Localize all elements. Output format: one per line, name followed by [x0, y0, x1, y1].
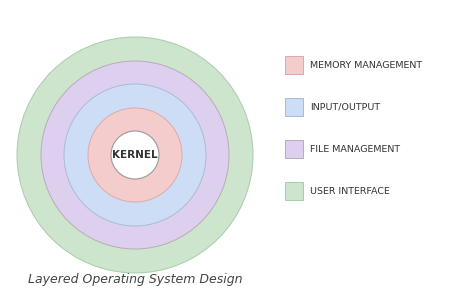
FancyBboxPatch shape: [285, 140, 303, 158]
Text: INPUT/OUTPUT: INPUT/OUTPUT: [310, 103, 380, 112]
Text: FILE MANAGEMENT: FILE MANAGEMENT: [310, 144, 400, 154]
FancyBboxPatch shape: [285, 98, 303, 116]
Ellipse shape: [17, 37, 253, 273]
Text: Layered Operating System Design: Layered Operating System Design: [28, 273, 242, 287]
Text: MEMORY MANAGEMENT: MEMORY MANAGEMENT: [310, 60, 422, 69]
Ellipse shape: [64, 84, 206, 226]
Ellipse shape: [111, 131, 159, 179]
Text: KERNEL: KERNEL: [112, 150, 158, 160]
FancyBboxPatch shape: [285, 56, 303, 74]
Ellipse shape: [88, 108, 182, 202]
Ellipse shape: [41, 61, 229, 249]
FancyBboxPatch shape: [285, 182, 303, 200]
Text: USER INTERFACE: USER INTERFACE: [310, 187, 390, 195]
